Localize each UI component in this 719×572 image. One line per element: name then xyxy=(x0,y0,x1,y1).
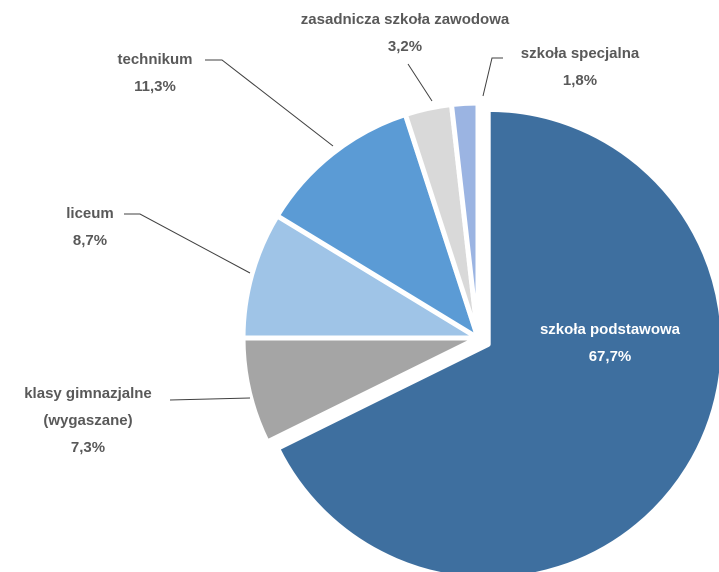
label-name: technikum xyxy=(117,51,193,68)
pie-slice xyxy=(274,112,481,341)
label-value: 3,2% xyxy=(387,38,423,55)
leader-lines xyxy=(124,57,503,401)
label-value: 7,3% xyxy=(70,439,106,456)
label-value: 11,3% xyxy=(134,78,176,95)
pie-slice xyxy=(274,106,719,572)
label-name: szkoła specjalna xyxy=(520,45,640,62)
pie-slice xyxy=(448,100,481,341)
leader-line xyxy=(124,213,251,274)
label-value: 1,8% xyxy=(562,72,598,89)
leader-line xyxy=(169,397,251,401)
label-name: szkoła podstawowa xyxy=(539,321,681,338)
slice-label: klasy gimnazjalne (wygaszane) 7,3% xyxy=(8,380,168,461)
label-name: liceum xyxy=(66,205,114,222)
leader-line xyxy=(482,57,503,97)
label-name: klasy gimnazjalne (wygaszane) xyxy=(24,385,152,429)
slice-label: zasadnicza szkoła zawodowa 3,2% xyxy=(275,6,535,60)
slice-label: szkoła podstawowa 67,7% xyxy=(510,316,710,370)
leader-line xyxy=(205,59,334,147)
pie-slice xyxy=(240,213,481,341)
label-name: zasadnicza szkoła zawodowa xyxy=(300,11,510,28)
slices xyxy=(240,100,719,572)
slice-label: liceum 8,7% xyxy=(30,200,150,254)
label-value: 8,7% xyxy=(72,232,108,249)
label-value: 67,7% xyxy=(588,348,632,365)
slice-label: szkoła specjalna 1,8% xyxy=(500,40,660,94)
slice-label: technikum 11,3% xyxy=(85,46,225,100)
leader-line xyxy=(407,63,433,102)
